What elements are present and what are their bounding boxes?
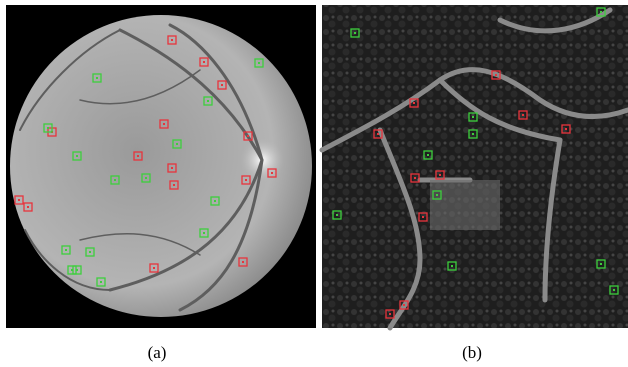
aerial-background — [322, 5, 628, 328]
caption-a: (a) — [148, 343, 167, 362]
figure: (a) (b) — [0, 0, 628, 367]
clearing — [430, 180, 500, 230]
caption-b: (b) — [462, 343, 482, 362]
retina-image — [6, 5, 316, 328]
aerial-image — [322, 5, 628, 328]
page: (a) (b) (() => { const data = JSON.parse… — [0, 0, 628, 367]
